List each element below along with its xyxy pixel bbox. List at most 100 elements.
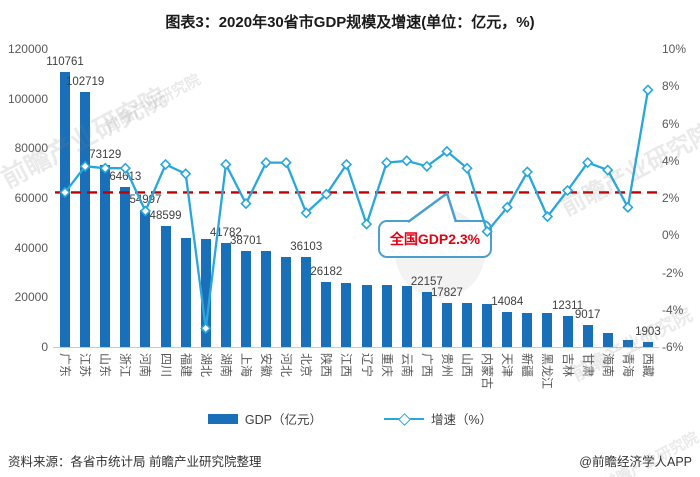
y-axis-tick-right: 6% <box>662 116 680 131</box>
growth-point-marker <box>220 158 232 171</box>
y-axis-tick-left: 120000 <box>7 42 48 56</box>
y-axis-tick-right: -6% <box>662 340 684 354</box>
y-axis-tick-right: -2% <box>662 265 684 280</box>
gdp-bar <box>281 257 292 347</box>
bar-value-label: 9017 <box>574 308 601 321</box>
x-axis-label: 天津 <box>500 353 515 378</box>
x-axis-label: 贵州 <box>439 353 454 378</box>
bar-value-label: 48599 <box>149 210 182 223</box>
gdp-bar <box>542 312 553 347</box>
gdp-bar <box>522 312 533 347</box>
x-axis-label: 广西 <box>419 353 434 378</box>
gdp-bar <box>80 91 91 347</box>
growth-point-marker <box>541 210 554 223</box>
legend-line-swatch <box>383 412 424 426</box>
gdp-bar <box>200 239 211 347</box>
growth-point-marker <box>441 145 453 158</box>
x-axis-label: 四川 <box>158 353 173 378</box>
legend-item: 增速（%） <box>383 409 492 428</box>
credit-note: @前瞻经济学人APP <box>579 455 692 469</box>
bar-value-label: 36103 <box>290 241 323 254</box>
x-axis-label: 山西 <box>460 353 475 378</box>
growth-point-marker <box>501 201 513 213</box>
growth-point-marker <box>461 162 473 174</box>
growth-point-marker <box>381 156 393 169</box>
bar-value-label: 102719 <box>65 75 105 88</box>
bar-value-label: 110761 <box>46 55 84 68</box>
chart-title: 图表3：2020年30省市GDP规模及增速(单位：亿元，%) <box>165 14 535 31</box>
x-axis-label: 安徽 <box>259 353 274 378</box>
gdp-bar <box>482 303 493 347</box>
growth-point-marker <box>521 166 533 178</box>
gdp-bar <box>140 210 151 347</box>
bar-value-label: 26182 <box>310 265 343 278</box>
bar-value-label: 1903 <box>635 326 661 339</box>
x-axis-label: 黑龙江 <box>540 353 555 390</box>
x-axis-label: 广东 <box>58 353 73 378</box>
gdp-bar <box>582 324 593 347</box>
x-axis-label: 辽宁 <box>359 353 374 378</box>
growth-point-marker <box>602 164 614 176</box>
legend-label: GDP（亿元） <box>244 413 322 427</box>
x-axis-label: 河南 <box>138 353 153 378</box>
gdp-bar <box>220 243 231 347</box>
bar-value-label: 38701 <box>229 234 262 247</box>
growth-point-marker <box>300 207 312 219</box>
gdp-bar <box>381 284 392 347</box>
y-axis-tick-right: 4% <box>662 153 680 168</box>
gdp-bar <box>100 165 111 347</box>
growth-point-marker <box>240 197 252 210</box>
y-axis-tick-right: -4% <box>662 302 684 317</box>
gdp-bar <box>441 302 452 347</box>
growth-point-marker <box>421 160 433 172</box>
x-axis-label: 云南 <box>399 353 414 378</box>
gdp-bar <box>180 237 191 347</box>
gdp-bar <box>361 284 372 347</box>
footer: 资料来源：各省市统计局 前瞻产业研究院整理 @前瞻经济学人APP <box>0 451 700 470</box>
gdp-bar <box>240 250 251 347</box>
x-axis-label: 新疆 <box>520 353 535 378</box>
x-axis-label: 浙江 <box>118 353 133 378</box>
x-axis-label: 北京 <box>299 353 314 378</box>
gdp-bar <box>421 291 432 347</box>
bar-value-label: 14084 <box>491 296 524 309</box>
y-axis-tick-right: 8% <box>662 79 680 94</box>
growth-point-marker <box>360 218 373 230</box>
x-axis-label: 湖北 <box>198 353 213 378</box>
gdp-bar <box>261 250 272 347</box>
gdp-bar <box>642 342 653 347</box>
x-axis-label: 青海 <box>620 353 635 378</box>
watermark-text: 前瞻产业研究院 <box>102 71 204 136</box>
y-axis-tick-left: 80000 <box>14 141 48 156</box>
x-axis-label: 上海 <box>238 353 253 378</box>
growth-point-marker <box>260 156 272 169</box>
x-axis-label: 江苏 <box>78 353 93 378</box>
gdp-bar <box>401 286 412 347</box>
legend-bar-swatch <box>207 413 238 424</box>
x-axis-label: 吉林 <box>560 353 575 378</box>
growth-point-marker <box>280 156 292 169</box>
growth-point-marker <box>582 156 594 169</box>
x-axis-label: 山东 <box>98 353 113 378</box>
callout-pointer <box>407 192 458 224</box>
growth-point-marker <box>340 158 353 171</box>
legend-item: GDP（亿元） <box>207 409 322 428</box>
x-axis-label: 内蒙古 <box>480 353 495 390</box>
gdp-bar <box>462 303 473 347</box>
growth-line <box>64 89 650 330</box>
growth-point-marker <box>561 184 574 197</box>
gdp-bar <box>341 283 352 347</box>
y-axis-tick-left: 100000 <box>7 91 48 106</box>
gdp-bar <box>622 339 633 347</box>
bar-value-label: 64613 <box>109 170 142 183</box>
x-axis-label: 河北 <box>279 353 294 378</box>
bar-value-label: 54997 <box>129 194 162 207</box>
gdp-bar <box>602 333 613 347</box>
national-gdp-callout-text: 全国GDP2.3% <box>389 231 481 247</box>
gdp-bar <box>60 71 71 347</box>
gdp-bar <box>160 226 171 347</box>
legend-diamond-marker <box>398 412 411 426</box>
national-gdp-callout: 全国GDP2.3% <box>378 220 492 258</box>
x-axis-label: 福建 <box>178 353 193 378</box>
